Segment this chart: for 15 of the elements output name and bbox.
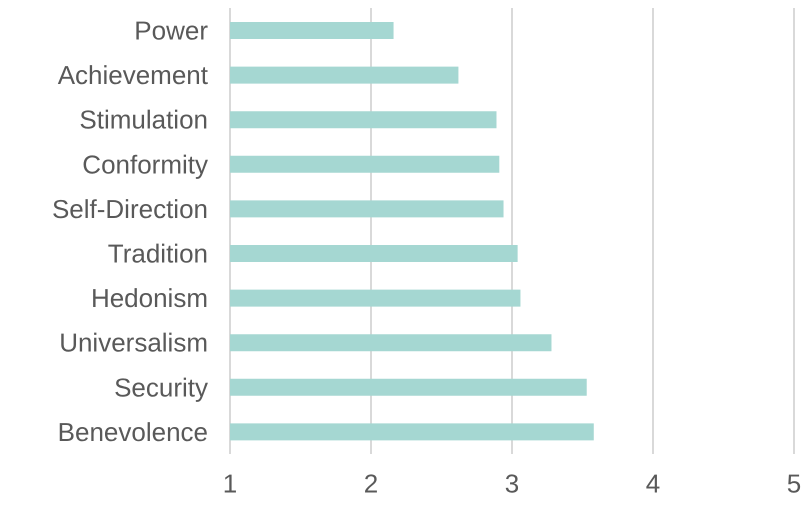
x-tick-label: 4 — [646, 468, 660, 498]
x-tick-label: 5 — [786, 468, 802, 498]
x-tick-label: 1 — [222, 468, 238, 498]
y-tick-label: Achievement — [58, 60, 209, 90]
y-tick-label: Stimulation — [79, 104, 208, 135]
y-tick-label: Conformity — [82, 149, 208, 180]
y-tick-label: Tradition — [108, 238, 208, 269]
y-tick-label: Hedonism — [90, 283, 208, 314]
x-tick-label: 3 — [504, 468, 520, 498]
y-tick-label: Security — [114, 372, 208, 402]
y-tick-label: Benevolence — [58, 416, 208, 447]
y-tick-label: Power — [134, 16, 208, 46]
y-tick-label: Self-Direction — [52, 194, 208, 224]
x-tick-label: 2 — [364, 468, 378, 498]
y-tick-label: Universalism — [59, 328, 208, 358]
